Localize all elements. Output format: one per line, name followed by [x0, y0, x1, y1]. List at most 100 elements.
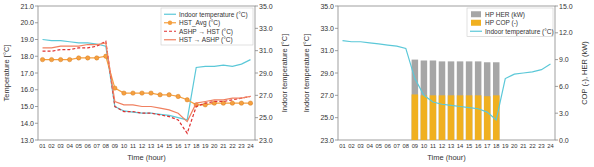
- marker: [67, 57, 71, 61]
- legend-label: Indoor temperature (°C): [179, 11, 248, 19]
- plot-frame: [38, 6, 255, 140]
- x-tick-label: 07: [394, 143, 400, 149]
- y-tick: [335, 95, 338, 96]
- chart: 23.025.027.029.031.033.035.00.03.06.09.0…: [302, 3, 589, 163]
- bar: [448, 95, 455, 140]
- x-tick-label: 12: [439, 143, 445, 149]
- y-tick: [35, 140, 38, 141]
- legend-swatch: [471, 20, 481, 26]
- x-tick-label: 24: [247, 143, 254, 149]
- legend-swatch: [164, 14, 176, 15]
- bar: [538, 140, 545, 141]
- y-tick-label: 15.0: [20, 103, 34, 110]
- bar: [466, 61, 473, 140]
- y-tick-label: 17.0: [20, 70, 34, 77]
- x-tick-label: 01: [39, 143, 45, 149]
- x-tick-label: 19: [502, 143, 508, 149]
- marker: [76, 56, 80, 60]
- line: [343, 41, 551, 120]
- y-tick: [335, 117, 338, 118]
- y2-tick: [255, 6, 258, 7]
- y2-tick-label: 33.0: [259, 25, 273, 32]
- bar: [366, 140, 373, 141]
- y2-tick: [255, 117, 258, 118]
- marker: [158, 93, 162, 97]
- y2-tick: [555, 6, 558, 7]
- legend-label: ASHP → HST (°C): [179, 28, 233, 36]
- y-tick: [335, 73, 338, 74]
- bar: [547, 140, 554, 141]
- y2-tick-label: 6.0: [559, 83, 569, 90]
- y-tick-label: 31.0: [320, 47, 334, 54]
- y-axis-title: Temperature [°C]: [2, 45, 11, 102]
- y2-tick: [255, 140, 258, 141]
- marker: [239, 101, 243, 105]
- y-tick: [335, 50, 338, 51]
- x-tick-label: 17: [484, 143, 490, 149]
- bar: [348, 140, 355, 141]
- y-tick: [335, 28, 338, 29]
- x-tick-label: 12: [139, 143, 145, 149]
- bar: [394, 140, 401, 141]
- bar: [484, 62, 491, 140]
- y2-axis-title: COP (-), HER (kW): [580, 41, 589, 105]
- bar: [547, 140, 554, 141]
- x-tick-label: 14: [457, 143, 464, 149]
- x-tick-label: 11: [430, 143, 436, 149]
- x-tick-label: 22: [229, 143, 235, 149]
- legend-swatch: [471, 11, 481, 17]
- bar: [339, 140, 346, 141]
- x-tick-label: 01: [339, 143, 345, 149]
- x-tick-label: 21: [520, 143, 526, 149]
- bar: [412, 94, 419, 140]
- bar: [366, 140, 373, 141]
- line: [43, 41, 251, 133]
- bar: [475, 61, 482, 140]
- data-group: [40, 40, 252, 134]
- x-tick-label: 04: [366, 143, 373, 149]
- y-tick-label: 25.0: [320, 114, 334, 121]
- x-tick-label: 18: [193, 143, 199, 149]
- bar: [357, 140, 364, 141]
- y2-tick: [255, 95, 258, 96]
- legend-label: HP HER (kW): [485, 11, 525, 19]
- x-tick-label: 20: [211, 143, 217, 149]
- bar: [529, 140, 536, 141]
- legend-label: HP COP (-): [485, 19, 518, 27]
- y2-tick-label: 25.0: [259, 114, 273, 121]
- bar: [466, 95, 473, 140]
- bar: [439, 95, 446, 140]
- bar: [448, 61, 455, 140]
- bar: [375, 140, 382, 141]
- marker: [230, 101, 234, 105]
- y2-tick-label: 15.0: [559, 3, 573, 10]
- y-tick: [35, 123, 38, 124]
- y-tick-label: 16.0: [20, 86, 34, 93]
- bar: [457, 61, 464, 140]
- marker: [49, 57, 53, 61]
- line: [43, 56, 251, 105]
- y-tick-label: 18.0: [20, 53, 34, 60]
- y-tick: [335, 6, 338, 7]
- x-axis-title: Time (hour): [127, 153, 166, 162]
- y-tick: [35, 106, 38, 107]
- x-tick-label: 13: [148, 143, 154, 149]
- y2-axis-title: Indoor temperature [°C]: [280, 34, 289, 112]
- bar: [520, 140, 527, 141]
- bar: [421, 60, 428, 140]
- y-tick-label: 20.0: [20, 19, 34, 26]
- x-tick-label: 03: [57, 143, 63, 149]
- y2-tick: [255, 28, 258, 29]
- marker: [58, 57, 62, 61]
- y-tick: [35, 73, 38, 74]
- legend-swatch: [470, 31, 482, 32]
- y2-tick-label: 27.0: [259, 92, 273, 99]
- marker: [140, 91, 144, 95]
- bar: [384, 140, 391, 141]
- marker: [176, 94, 180, 98]
- bar: [520, 140, 527, 141]
- x-tick-label: 05: [75, 143, 81, 149]
- marker: [122, 91, 126, 95]
- x-tick-label: 02: [48, 143, 54, 149]
- x-tick-label: 22: [529, 143, 535, 149]
